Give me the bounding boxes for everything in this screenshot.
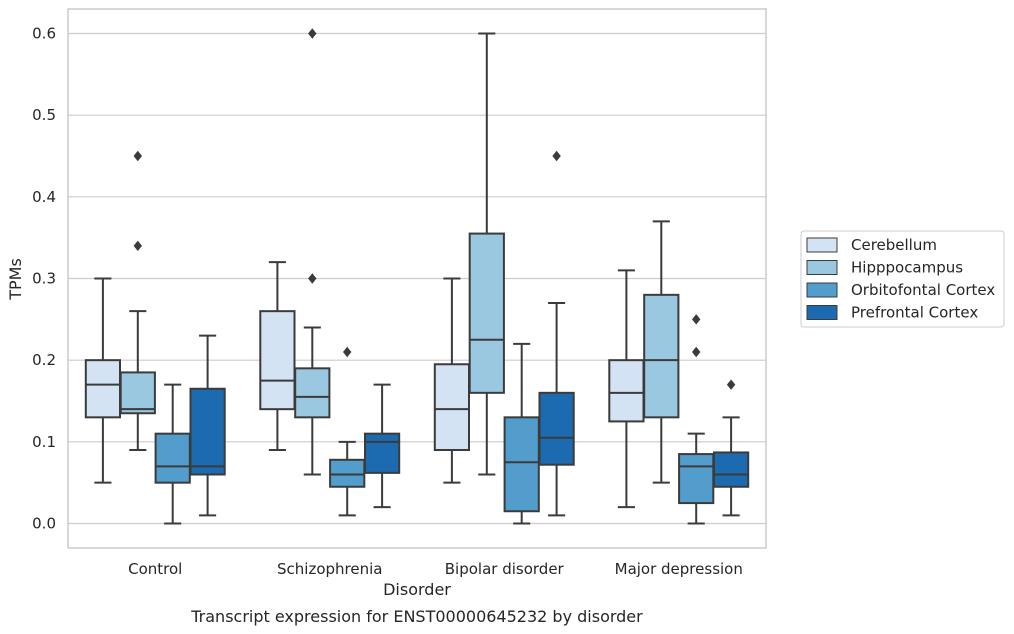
- legend-label: Prefrontal Cortex: [851, 304, 978, 322]
- legend-label: Cerebellum: [851, 236, 937, 254]
- box-body: [154, 432, 191, 484]
- box-prefrontal-cortex: [538, 150, 575, 517]
- outlier-point: [133, 150, 142, 162]
- box-body: [433, 363, 471, 451]
- outlier-point: [308, 28, 317, 39]
- box-orbitofontal-cortex: [678, 314, 715, 525]
- box-hipppocampus: [119, 150, 156, 451]
- outlier-point: [343, 346, 352, 358]
- outlier-point: [726, 379, 736, 390]
- box-hipppocampus: [468, 32, 505, 476]
- box-body: [503, 416, 540, 513]
- box-series: [84, 28, 750, 525]
- y-axis-ticks: 0.0 0.1 0.2 0.3 0.4 0.5 0.6: [32, 25, 56, 533]
- box-hipppocampus: [294, 28, 331, 476]
- box-body: [468, 232, 505, 394]
- plot-area-frame: [67, 8, 767, 549]
- legend-frame: [800, 230, 1005, 328]
- outlier-point: [552, 150, 561, 162]
- box-body: [84, 359, 122, 419]
- legend-swatch: [806, 282, 838, 298]
- box-body: [712, 451, 750, 488]
- box-prefrontal-cortex: [363, 383, 401, 509]
- box-hipppocampus: [643, 220, 680, 484]
- y-tick-label: 0.0: [32, 515, 56, 533]
- outlier-point: [308, 273, 317, 284]
- box-cerebellum: [84, 277, 122, 484]
- box-body: [189, 387, 226, 476]
- box-orbitofontal-cortex: [154, 383, 191, 525]
- box-cerebellum: [608, 269, 645, 509]
- box-cerebellum: [259, 261, 296, 451]
- x-tick-label: Major depression: [615, 560, 743, 578]
- box-cerebellum: [433, 277, 471, 484]
- x-tick-label: Schizophrenia: [277, 560, 382, 578]
- x-tick-label: Bipolar disorder: [445, 560, 565, 578]
- box-body: [363, 432, 401, 474]
- box-prefrontal-cortex: [189, 334, 226, 517]
- y-tick-label: 0.3: [32, 270, 56, 288]
- legend-swatch: [806, 305, 838, 320]
- y-tick-label: 0.2: [32, 351, 56, 369]
- outlier-point: [692, 314, 701, 325]
- outlier-point: [133, 240, 142, 252]
- box-body: [608, 359, 645, 423]
- y-tick-label: 0.1: [32, 433, 56, 451]
- y-tick-label: 0.4: [32, 188, 56, 206]
- y-axis-label: TPMs: [6, 258, 25, 301]
- box-body: [294, 367, 331, 419]
- box-body: [119, 371, 156, 415]
- x-tick-label: Control: [128, 560, 182, 578]
- x-axis-ticks: Control Schizophrenia Bipolar disorder Majo…: [128, 560, 743, 578]
- y-tick-label: 0.5: [32, 106, 56, 124]
- y-tick-label: 0.6: [32, 25, 56, 43]
- box-prefrontal-cortex: [712, 379, 750, 517]
- box-body: [329, 458, 366, 488]
- legend-swatch: [806, 237, 838, 253]
- legend: Cerebellum Hipppocampus Orbitofontal Corte…: [800, 230, 1005, 328]
- legend-swatch: [806, 260, 838, 275]
- box-body: [259, 310, 296, 411]
- x-axis-label: Disorder: [383, 580, 451, 599]
- box-body: [678, 453, 715, 505]
- outlier-point: [692, 346, 701, 358]
- box-orbitofontal-cortex: [329, 346, 366, 517]
- box-body: [643, 293, 680, 419]
- box-orbitofontal-cortex: [503, 342, 540, 525]
- legend-label: Orbitofontal Cortex: [851, 281, 995, 299]
- chart-caption: Transcript expression for ENST0000064523…: [190, 607, 643, 626]
- legend-label: Hipppocampus: [851, 259, 963, 277]
- box-body: [538, 391, 575, 466]
